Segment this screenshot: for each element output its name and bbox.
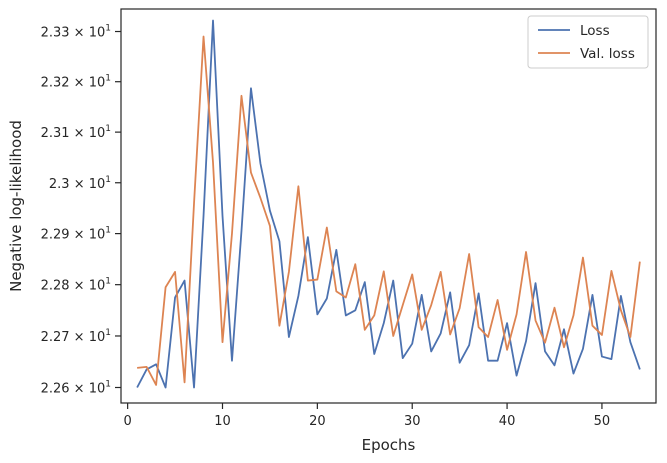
y-tick-label: 2.28 × 101 (41, 277, 111, 294)
legend-label-loss: Loss (580, 23, 610, 39)
x-tick-label: 0 (123, 414, 131, 429)
y-tick-label: 2.32 × 101 (41, 74, 111, 91)
legend: Loss Val. loss (527, 15, 649, 69)
series-line-val-loss (137, 35, 641, 386)
legend-box (527, 15, 649, 69)
y-tick-label: 2.33 × 101 (41, 24, 111, 41)
x-tick-label: 30 (404, 414, 421, 429)
plot-frame (120, 8, 657, 404)
x-tick-label: 40 (499, 414, 516, 429)
x-tick-label: 50 (594, 414, 611, 429)
legend-label-val-loss: Val. loss (580, 46, 635, 62)
x-tick-label: 20 (309, 414, 326, 429)
y-tick-label: 2.31 × 101 (41, 124, 111, 141)
x-axis: 0 10 20 30 40 50 (123, 403, 610, 429)
y-tick-label: 2.3 × 101 (49, 175, 111, 192)
y-tick-label: 2.29 × 101 (41, 226, 111, 243)
y-axis-label: Negative log-likelihood (7, 120, 25, 292)
y-tick-label: 2.27 × 101 (41, 328, 111, 345)
y-axis: 2.26 × 101 2.27 × 101 2.28 × 101 2.29 × 101… (41, 24, 121, 396)
x-tick-label: 10 (214, 414, 231, 429)
plot-lines (136, 19, 641, 389)
x-axis-label: Epochs (362, 436, 416, 454)
y-tick-label: 2.26 × 101 (41, 379, 111, 396)
series-line-loss (136, 19, 641, 389)
